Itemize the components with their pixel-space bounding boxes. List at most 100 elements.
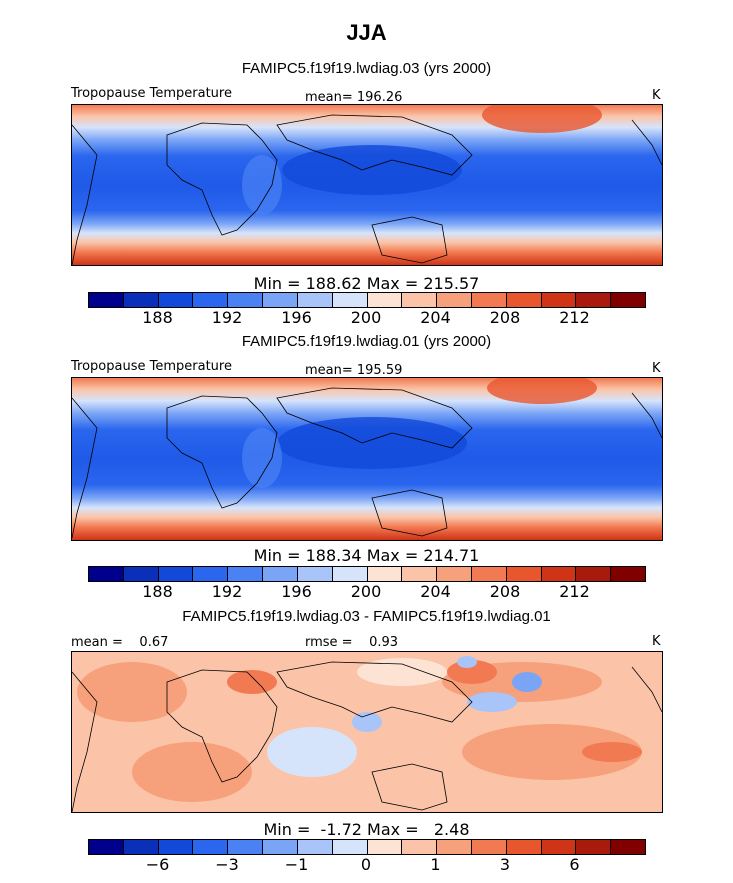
colorbar-tick-label: 208 <box>489 308 521 327</box>
colorbar-swatch <box>89 840 124 854</box>
colorbar-swatch <box>297 567 333 581</box>
colorbar-tick-label: 192 <box>211 308 243 327</box>
colorbar-swatch <box>228 840 264 854</box>
colorbar-swatch <box>332 567 368 581</box>
panel-1-mean: mean= 196.26 <box>305 90 403 105</box>
panel-2-coastlines <box>72 387 662 539</box>
colorbar-swatch <box>263 567 298 581</box>
panel-1-map-svg <box>72 105 662 265</box>
panel-2-map <box>71 377 663 541</box>
panel-1-colorbar <box>88 292 646 308</box>
colorbar-swatch <box>402 293 438 307</box>
colorbar-swatch <box>506 567 542 581</box>
panel-1-minmax: Min = 188.62 Max = 215.57 <box>253 274 480 293</box>
panel-2-title: FAMIPC5.f19f19.lwdiag.01 (yrs 2000) <box>241 333 492 350</box>
colorbar-swatch <box>506 293 542 307</box>
panel-3-minmax: Min = -1.72 Max = 2.48 <box>263 820 470 839</box>
colorbar-swatch <box>437 840 472 854</box>
panel-3-map <box>71 651 663 813</box>
colorbar-swatch <box>89 567 124 581</box>
colorbar-tick-label: 208 <box>489 582 521 601</box>
colorbar-tick-label: 200 <box>350 582 382 601</box>
colorbar-tick-label: 212 <box>559 582 590 601</box>
colorbar-swatch <box>367 293 403 307</box>
colorbar-swatch <box>541 567 577 581</box>
colorbar-swatch <box>402 567 438 581</box>
panel-1-title: FAMIPC5.f19f19.lwdiag.03 (yrs 2000) <box>241 60 492 77</box>
colorbar-swatch <box>123 567 159 581</box>
colorbar-swatch <box>263 293 298 307</box>
colorbar-swatch <box>541 293 577 307</box>
colorbar-swatch <box>193 840 229 854</box>
colorbar-swatch <box>576 567 612 581</box>
colorbar-swatch <box>193 293 229 307</box>
colorbar-tick-label: 200 <box>350 308 382 327</box>
colorbar-tick-label: 204 <box>420 308 451 327</box>
colorbar-swatch <box>228 567 264 581</box>
colorbar-tick-label: −3 <box>215 855 239 874</box>
colorbar-tick-label: −6 <box>145 855 170 874</box>
colorbar-swatch <box>263 840 298 854</box>
colorbar-swatch <box>89 293 124 307</box>
panel-3-mean: mean = 0.67 <box>71 635 169 650</box>
colorbar-swatch <box>437 567 472 581</box>
colorbar-swatch <box>228 293 264 307</box>
colorbar-swatch <box>471 840 507 854</box>
colorbar-tick-label: 188 <box>142 582 173 601</box>
colorbar-swatch <box>576 293 612 307</box>
panel-1-coastlines <box>72 114 662 265</box>
colorbar-swatch <box>297 293 333 307</box>
colorbar-swatch <box>158 293 194 307</box>
colorbar-swatch <box>158 840 194 854</box>
panel-2-colorbar-ticks: 188 192 196 200 204 208 212 <box>88 582 644 602</box>
panel-2-units: K <box>652 361 661 376</box>
colorbar-swatch <box>193 567 229 581</box>
panel-3-coastlines <box>72 661 662 812</box>
colorbar-swatch <box>332 293 368 307</box>
colorbar-tick-label: 196 <box>281 308 312 327</box>
colorbar-tick-label: −1 <box>284 855 309 874</box>
panel-3-colorbar <box>88 839 646 855</box>
colorbar-swatch <box>367 840 403 854</box>
panel-3-title: FAMIPC5.f19f19.lwdiag.03 - FAMIPC5.f19f1… <box>182 608 551 625</box>
colorbar-tick-label: 3 <box>499 855 511 874</box>
panel-3-rmse: rmse = 0.93 <box>305 635 399 650</box>
colorbar-swatch <box>123 293 159 307</box>
colorbar-swatch <box>158 567 194 581</box>
colorbar-tick-label: 188 <box>142 308 173 327</box>
panel-2-colorbar <box>88 566 646 582</box>
panel-3-map-svg <box>72 652 662 812</box>
panel-1-colorbar-ticks: 188 192 196 200 204 208 212 <box>88 308 644 328</box>
colorbar-swatch <box>611 840 645 854</box>
colorbar-swatch <box>402 840 438 854</box>
colorbar-tick-label: 0 <box>360 855 372 874</box>
panel-1-variable-label: Tropopause Temperature <box>71 86 232 101</box>
colorbar-tick-label: 1 <box>430 855 441 874</box>
colorbar-swatch <box>332 840 368 854</box>
colorbar-swatch <box>541 840 577 854</box>
panel-1-units: K <box>652 88 661 103</box>
colorbar-tick-label: 192 <box>211 582 243 601</box>
panel-2-mean: mean= 195.59 <box>305 363 403 378</box>
colorbar-tick-label: 6 <box>569 855 580 874</box>
panel-1-map <box>71 104 663 266</box>
colorbar-swatch <box>471 293 507 307</box>
panel-3-colorbar-ticks: −6 −3 −1 0 1 3 6 <box>88 855 644 875</box>
colorbar-swatch <box>297 840 333 854</box>
colorbar-swatch <box>123 840 159 854</box>
colorbar-swatch <box>367 567 403 581</box>
colorbar-tick-label: 196 <box>281 582 312 601</box>
season-title: JJA <box>346 20 387 45</box>
colorbar-tick-label: 212 <box>559 308 590 327</box>
colorbar-swatch <box>611 567 645 581</box>
colorbar-swatch <box>506 840 542 854</box>
panel-2-minmax: Min = 188.34 Max = 214.71 <box>253 546 480 565</box>
colorbar-swatch <box>611 293 645 307</box>
colorbar-swatch <box>576 840 612 854</box>
panel-3-units: K <box>652 634 661 649</box>
panel-2-variable-label: Tropopause Temperature <box>71 359 232 374</box>
colorbar-tick-label: 204 <box>420 582 451 601</box>
colorbar-swatch <box>437 293 472 307</box>
colorbar-swatch <box>471 567 507 581</box>
panel-2-map-svg <box>72 378 662 540</box>
